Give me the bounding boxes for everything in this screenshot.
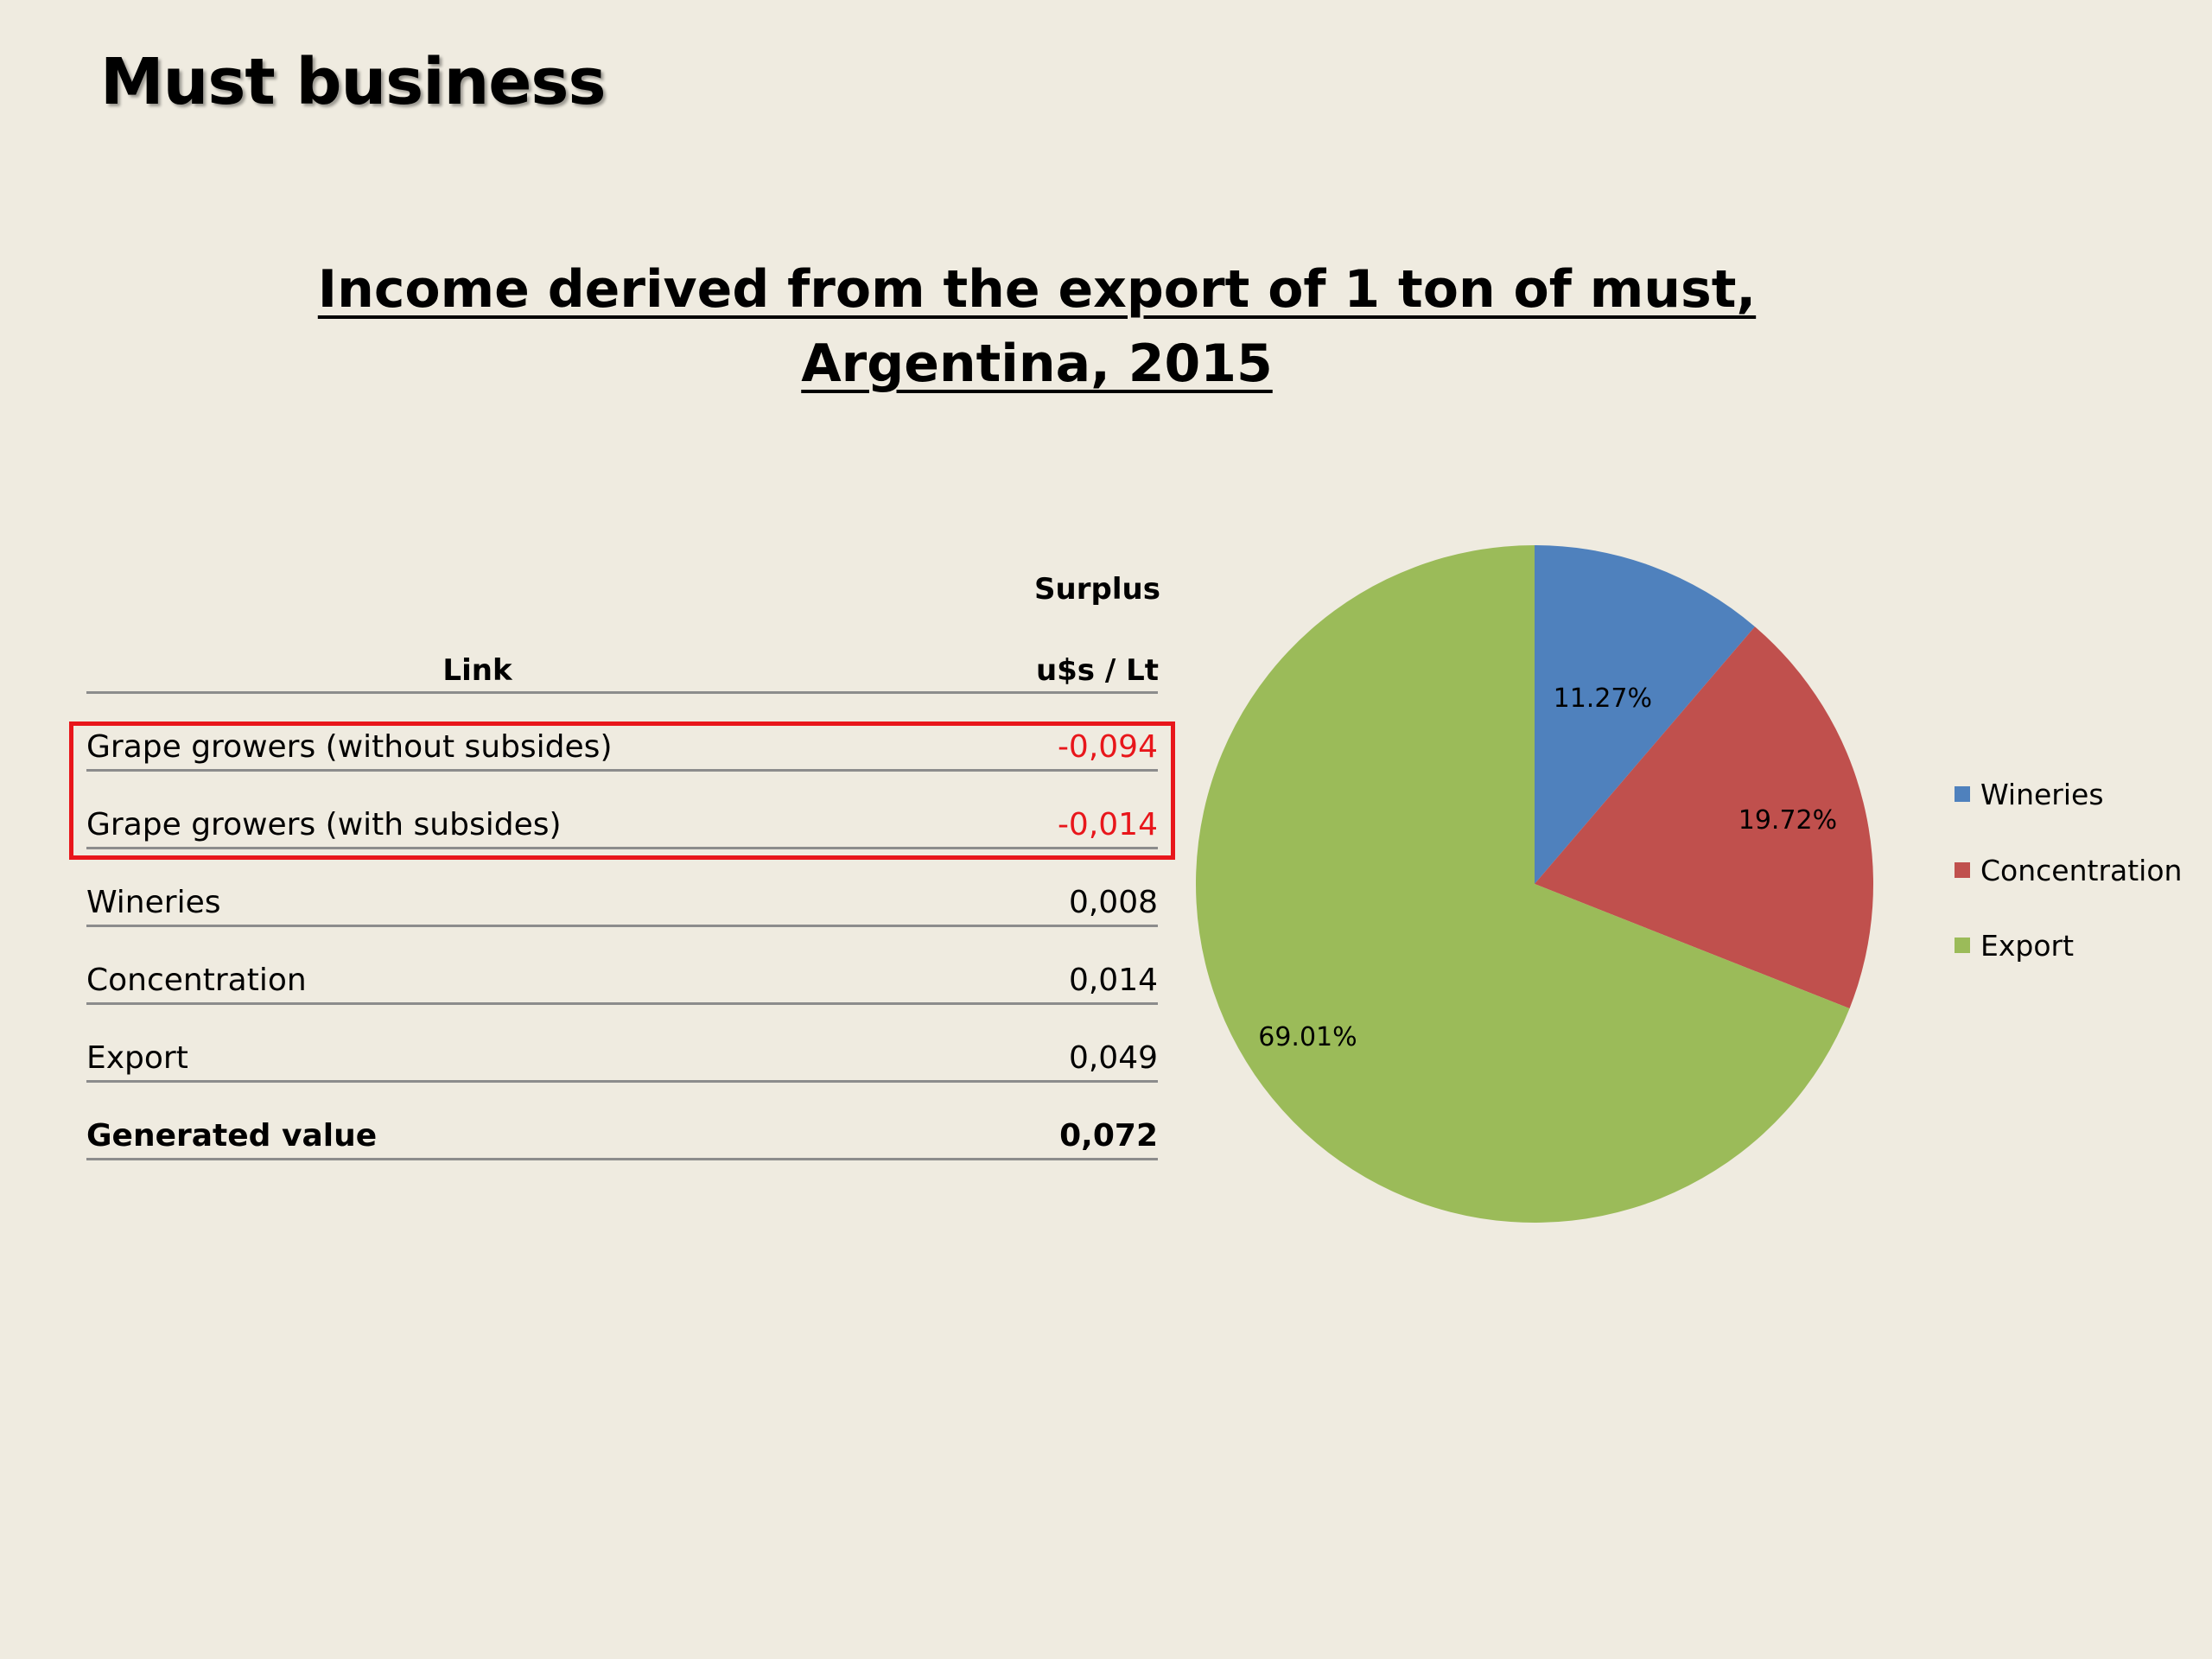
row-label: Grape growers (with subsides) xyxy=(86,807,562,842)
row-label: Concentration xyxy=(86,963,307,998)
row-label: Export xyxy=(86,1040,188,1076)
table-row: Concentration 0,014 xyxy=(86,961,1158,1005)
chart-title-line-2: Argentina, 2015 xyxy=(801,334,1273,394)
legend-item-wineries: Wineries xyxy=(1955,778,2104,811)
pie-data-label-concentration: 19.72% xyxy=(1738,805,1837,836)
legend-label: Concentration xyxy=(1980,854,2183,887)
row-label: Wineries xyxy=(86,885,221,920)
row-value: 0,049 xyxy=(1068,1040,1158,1076)
legend-label: Export xyxy=(1980,929,2075,963)
chart-title-line-1: Income derived from the export of 1 ton … xyxy=(317,259,1757,320)
header-link: Link xyxy=(442,653,512,688)
table-header-row: Link u$s / Lt xyxy=(86,650,1159,694)
pie-slice-export xyxy=(1196,545,1850,1223)
row-value: 0,072 xyxy=(1059,1118,1158,1154)
legend-label: Wineries xyxy=(1980,778,2104,811)
header-surplus: Surplus xyxy=(1034,572,1160,607)
legend-swatch xyxy=(1955,861,1970,878)
row-value: 0,014 xyxy=(1068,963,1158,998)
header-unit: u$s / Lt xyxy=(1035,653,1160,688)
slide-title: Must business xyxy=(100,45,607,119)
pie-slice-concentration xyxy=(1535,626,1873,1009)
legend-item-export: Export xyxy=(1955,929,2074,963)
row-label: Grape growers (without subsides) xyxy=(86,729,613,765)
table-row: Grape growers (without subsides) -0,094 xyxy=(86,728,1158,772)
row-label: Generated value xyxy=(86,1118,378,1154)
legend-swatch xyxy=(1955,937,1970,953)
table-row-total: Generated value 0,072 xyxy=(86,1116,1158,1160)
row-value: -0,094 xyxy=(1057,729,1158,765)
chart-title: Income derived from the export of 1 ton … xyxy=(259,252,1815,401)
row-value: 0,008 xyxy=(1068,885,1158,920)
pie-slice-wineries xyxy=(1535,545,1755,884)
legend-item-concentration: Concentration xyxy=(1955,854,2182,887)
highlight-box xyxy=(69,721,1175,860)
legend-swatch xyxy=(1955,785,1970,802)
table-row: Wineries 0,008 xyxy=(86,883,1158,927)
pie-data-label-export: 69.01% xyxy=(1258,1022,1357,1052)
pie-data-label-wineries: 11.27% xyxy=(1554,683,1652,714)
table-row: Export 0,049 xyxy=(86,1039,1158,1083)
row-value: -0,014 xyxy=(1057,807,1158,842)
table-row: Grape growers (with subsides) -0,014 xyxy=(86,805,1158,849)
